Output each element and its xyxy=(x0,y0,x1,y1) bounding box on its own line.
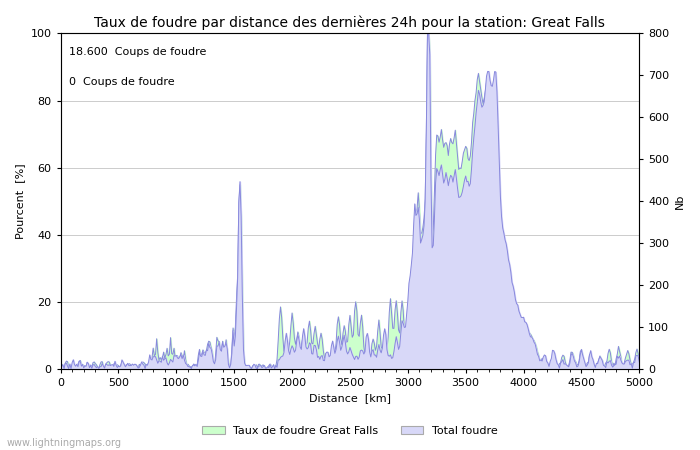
Title: Taux de foudre par distance des dernières 24h pour la station: Great Falls: Taux de foudre par distance des dernière… xyxy=(94,15,606,30)
Legend: Taux de foudre Great Falls, Total foudre: Taux de foudre Great Falls, Total foudre xyxy=(198,421,502,440)
Text: 0  Coups de foudre: 0 Coups de foudre xyxy=(69,77,175,87)
Y-axis label: Pourcent  [%]: Pourcent [%] xyxy=(15,163,25,239)
Y-axis label: Nb: Nb xyxy=(675,194,685,209)
Text: www.lightningmaps.org: www.lightningmaps.org xyxy=(7,438,122,448)
X-axis label: Distance  [km]: Distance [km] xyxy=(309,393,391,404)
Text: 18.600  Coups de foudre: 18.600 Coups de foudre xyxy=(69,47,206,57)
